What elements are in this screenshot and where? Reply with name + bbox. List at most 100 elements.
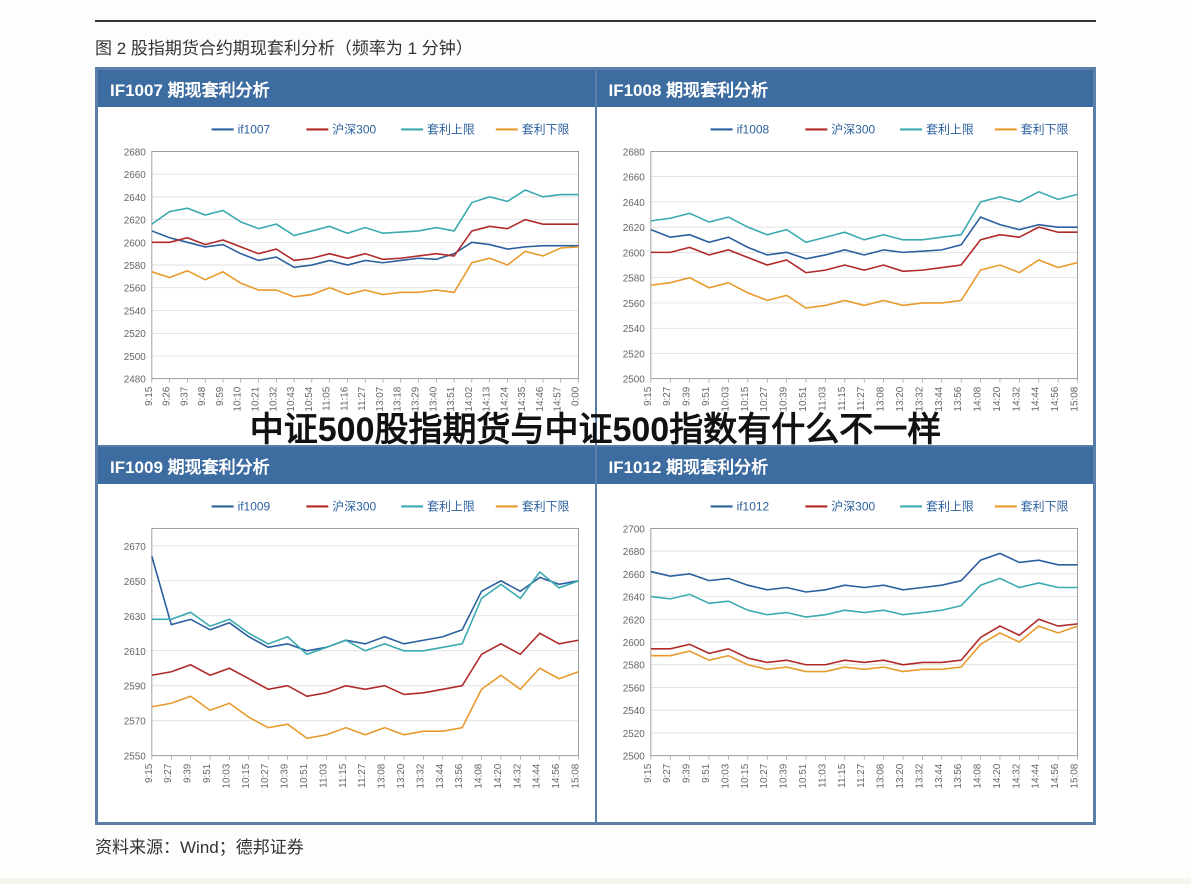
svg-text:13:32: 13:32 [415,763,426,788]
panel-body-1: if1008沪深300套利上限套利下限250025202540256025802… [597,107,1094,445]
svg-text:10:43: 10:43 [286,386,297,411]
svg-text:10:39: 10:39 [778,386,789,411]
svg-text:2620: 2620 [622,223,645,234]
svg-text:2650: 2650 [124,577,147,588]
svg-text:9:51: 9:51 [701,763,712,783]
svg-text:13:56: 13:56 [454,763,465,788]
svg-text:2620: 2620 [124,216,147,227]
svg-text:11:03: 11:03 [817,763,828,788]
svg-text:13:32: 13:32 [914,763,925,788]
svg-text:14:20: 14:20 [991,386,1002,411]
svg-text:套利下限: 套利下限 [1020,499,1068,513]
top-rule [95,20,1096,22]
svg-text:9:15: 9:15 [144,386,155,406]
svg-text:15:08: 15:08 [571,763,582,788]
svg-text:11:27: 11:27 [357,763,368,788]
svg-text:2600: 2600 [622,248,645,259]
panel-body-2: if1009沪深300套利上限套利下限255025702590261026302… [98,484,595,822]
svg-text:2660: 2660 [124,170,147,181]
svg-text:套利下限: 套利下限 [522,499,570,513]
svg-text:套利下限: 套利下限 [1020,122,1068,136]
svg-text:2640: 2640 [124,193,147,204]
panel-title-3: IF1012 期现套利分析 [597,447,1094,484]
svg-text:13:44: 13:44 [933,763,944,788]
svg-text:2560: 2560 [622,299,645,310]
svg-text:2640: 2640 [622,198,645,209]
svg-text:沪深300: 沪深300 [831,122,875,136]
svg-text:14:56: 14:56 [551,763,562,788]
svg-text:9:48: 9:48 [197,386,208,406]
svg-text:13:18: 13:18 [393,386,404,411]
svg-text:10:15: 10:15 [739,386,750,411]
panel-title-0: IF1007 期现套利分析 [98,70,595,107]
svg-text:2660: 2660 [622,173,645,184]
svg-text:11:05: 11:05 [322,386,333,411]
svg-text:套利下限: 套利下限 [522,122,570,136]
svg-text:2540: 2540 [124,306,147,317]
svg-text:2600: 2600 [124,238,147,249]
svg-text:10:39: 10:39 [280,763,291,788]
svg-text:13:51: 13:51 [446,386,457,411]
svg-text:10:39: 10:39 [778,763,789,788]
svg-text:2630: 2630 [124,612,147,623]
chart-0: if1007沪深300套利上限套利下限248025002520254025602… [102,111,591,441]
svg-text:9:59: 9:59 [215,386,226,406]
svg-text:2640: 2640 [622,593,645,604]
svg-text:2580: 2580 [622,661,645,672]
svg-text:沪深300: 沪深300 [831,499,875,513]
svg-text:11:15: 11:15 [338,763,349,788]
svg-text:14:57: 14:57 [553,386,564,411]
svg-text:2600: 2600 [622,638,645,649]
svg-text:11:03: 11:03 [817,386,828,411]
svg-text:2500: 2500 [622,752,645,763]
svg-text:沪深300: 沪深300 [332,122,376,136]
svg-text:13:20: 13:20 [894,386,905,411]
svg-text:套利上限: 套利上限 [427,499,475,513]
svg-text:14:20: 14:20 [493,763,504,788]
panel-body-3: if1012沪深300套利上限套利下限250025202540256025802… [597,484,1094,822]
svg-text:11:16: 11:16 [339,386,350,411]
svg-text:14:46: 14:46 [535,386,546,411]
svg-text:2570: 2570 [124,717,147,728]
svg-text:11:15: 11:15 [836,386,847,411]
svg-text:10:21: 10:21 [251,386,262,411]
svg-text:2680: 2680 [124,147,147,158]
svg-text:2660: 2660 [622,570,645,581]
svg-text:9:27: 9:27 [662,386,673,406]
svg-text:2610: 2610 [124,647,147,658]
svg-text:10:27: 10:27 [759,763,770,788]
svg-text:11:27: 11:27 [856,386,867,411]
figure-title: 图 2 股指期货合约期现套利分析（频率为 1 分钟） [95,34,1096,59]
svg-text:11:27: 11:27 [856,763,867,788]
svg-text:10:54: 10:54 [304,386,315,411]
svg-text:2520: 2520 [124,329,147,340]
panel-body-0: if1007沪深300套利上限套利下限248025002520254025602… [98,107,595,445]
svg-text:14:20: 14:20 [991,763,1002,788]
svg-text:14:56: 14:56 [1050,386,1061,411]
svg-text:13:07: 13:07 [375,386,386,411]
svg-text:13:08: 13:08 [875,386,886,411]
svg-text:9:15: 9:15 [642,386,653,406]
svg-text:10:15: 10:15 [241,763,252,788]
svg-text:13:29: 13:29 [411,386,422,411]
panel-title-1: IF1008 期现套利分析 [597,70,1094,107]
svg-text:0:00: 0:00 [571,386,582,406]
svg-text:13:44: 13:44 [933,386,944,411]
svg-text:2680: 2680 [622,547,645,558]
svg-text:9:27: 9:27 [163,763,174,783]
svg-text:9:15: 9:15 [642,763,653,783]
svg-text:2500: 2500 [124,352,147,363]
svg-text:10:15: 10:15 [739,763,750,788]
svg-text:9:27: 9:27 [662,763,673,783]
svg-text:14:35: 14:35 [517,386,528,411]
svg-text:2540: 2540 [622,324,645,335]
svg-text:2670: 2670 [124,542,147,553]
svg-text:2590: 2590 [124,682,147,693]
charts-grid: IF1007 期现套利分析 if1007沪深300套利上限套利下限2480250… [95,67,1096,825]
svg-text:if1009: if1009 [238,499,271,513]
svg-text:13:44: 13:44 [435,763,446,788]
svg-text:9:37: 9:37 [179,386,190,406]
svg-text:14:08: 14:08 [972,386,983,411]
panel-title-2: IF1009 期现套利分析 [98,447,595,484]
svg-text:if1012: if1012 [736,499,769,513]
